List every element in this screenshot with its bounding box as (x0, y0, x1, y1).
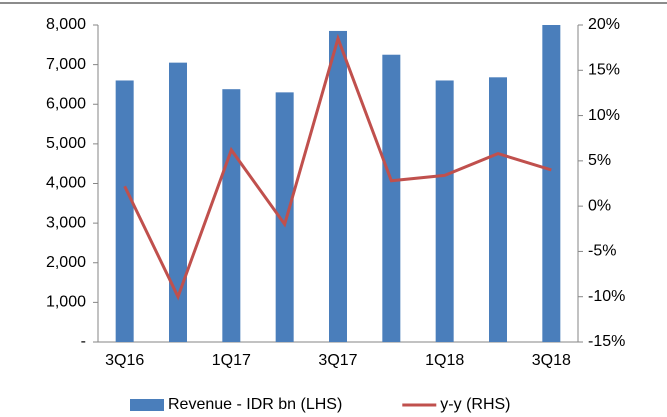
bar (115, 80, 134, 342)
y-tick-label: 6,000 (46, 95, 86, 112)
line (123, 33, 552, 301)
legend-swatch (130, 399, 164, 411)
bar (222, 89, 241, 342)
y2-tick-label: 0% (588, 197, 611, 214)
y-tick-label: 5,000 (46, 135, 86, 152)
y-tick-label: 4,000 (46, 175, 86, 192)
bar (435, 80, 454, 342)
y2-tick-label: 20% (588, 16, 620, 33)
x-tick-label: 1Q17 (212, 352, 251, 369)
y2-tick-label: -15% (588, 333, 625, 350)
bar (489, 77, 507, 343)
y-tick-label: 8,000 (46, 16, 86, 33)
y2-tick-label: 15% (588, 62, 620, 79)
bar (542, 25, 561, 342)
legend-label: y-y (RHS) (440, 396, 510, 413)
bar (275, 92, 294, 342)
y-tick-label: - (81, 333, 86, 350)
y2-tick-label: 10% (588, 107, 620, 124)
y2-tick-label: -10% (588, 288, 625, 305)
bar (329, 30, 347, 342)
y-tick-label: 7,000 (46, 56, 86, 73)
x-tick-label: 1Q18 (425, 352, 464, 369)
y2-tick-label: -5% (588, 243, 616, 260)
y2-tick-label: 5% (588, 152, 611, 169)
bar (169, 62, 187, 343)
y-tick-label: 1,000 (46, 294, 86, 311)
x-tick-label: 3Q17 (318, 352, 357, 369)
legend-label: Revenue - IDR bn (LHS) (168, 396, 342, 413)
y-tick-label: 3,000 (46, 214, 86, 231)
x-tick-label: 3Q18 (532, 352, 571, 369)
bar (382, 54, 401, 342)
y-tick-label: 2,000 (46, 254, 86, 271)
x-tick-label: 3Q16 (105, 352, 144, 369)
